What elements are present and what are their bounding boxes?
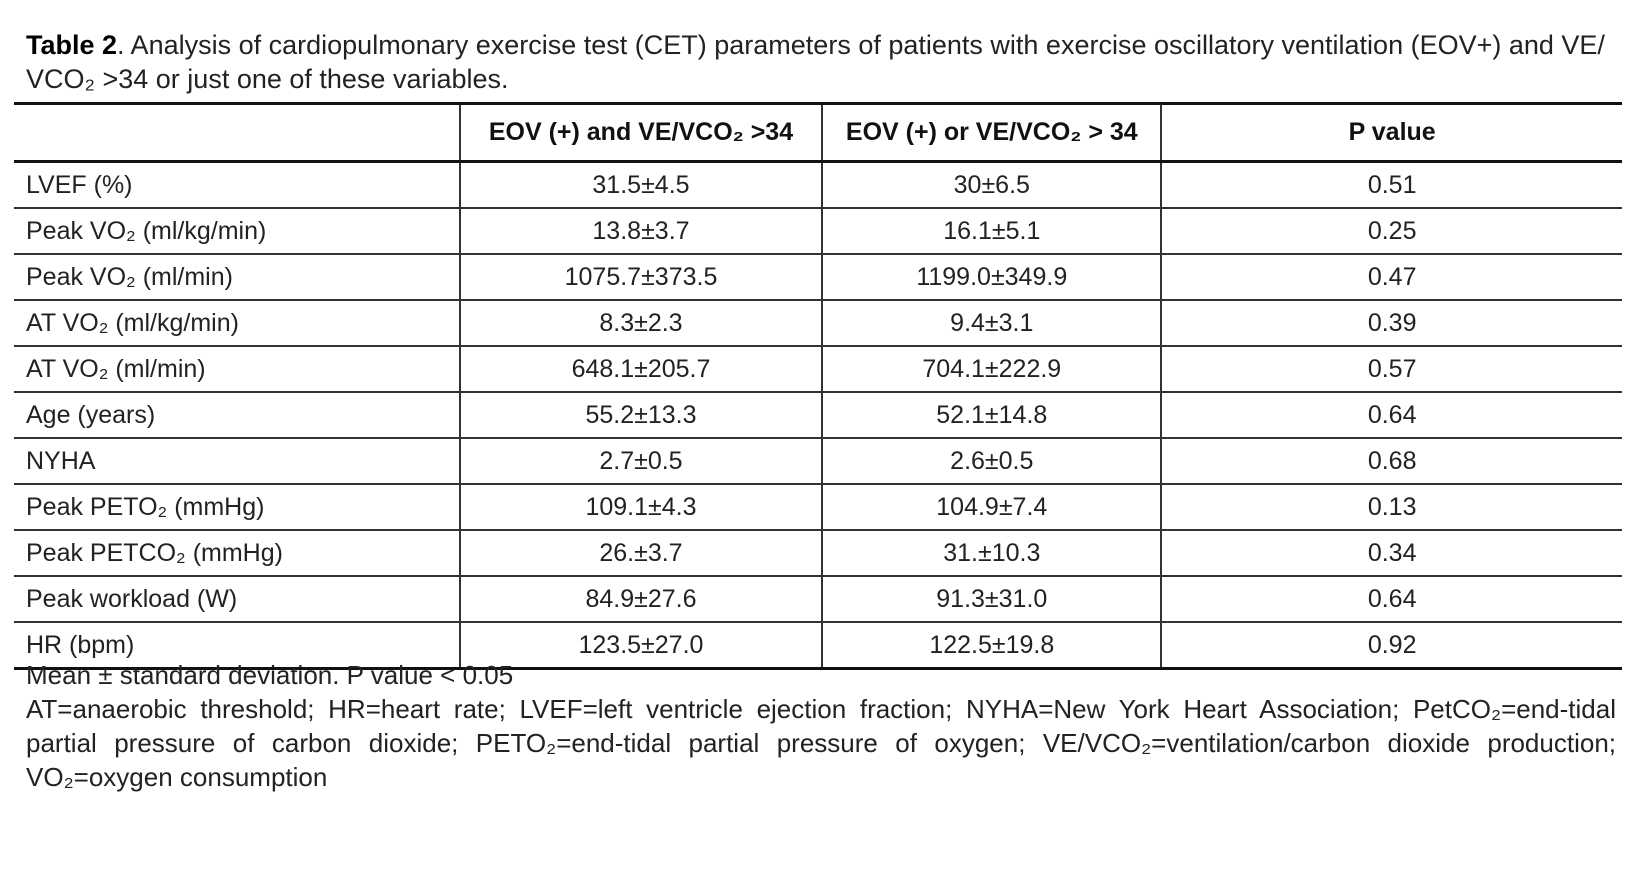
value-either: 30±6.5 (821, 161, 1162, 209)
row-label: Peak VO₂ (ml/kg/min) (14, 208, 460, 255)
p-value: 0.25 (1160, 208, 1622, 255)
value-both: 109.1±4.3 (458, 484, 823, 531)
cet-parameters-table: EOV (+) and VE/VCO₂ >34 EOV (+) or VE/VC… (14, 102, 1622, 670)
table-row: AT VO₂ (ml/min) 648.1±205.7 704.1±222.9 … (14, 346, 1622, 393)
value-both: 55.2±13.3 (458, 392, 823, 439)
row-label: LVEF (%) (14, 161, 460, 209)
row-label: Peak workload (W) (14, 576, 460, 623)
table-caption-label: Table 2 (26, 30, 118, 60)
row-label: AT VO₂ (ml/kg/min) (14, 300, 460, 347)
header-p-value: P value (1160, 103, 1622, 162)
value-both: 2.7±0.5 (458, 438, 823, 485)
value-either: 16.1±5.1 (821, 208, 1162, 255)
value-both: 123.5±27.0 (458, 622, 823, 670)
table-row: AT VO₂ (ml/kg/min) 8.3±2.3 9.4±3.1 0.39 (14, 300, 1622, 347)
row-label: AT VO₂ (ml/min) (14, 346, 460, 393)
value-either: 104.9±7.4 (821, 484, 1162, 531)
footnote-statistics: Mean ± standard deviation. P value < 0.0… (26, 660, 514, 690)
value-either: 122.5±19.8 (821, 622, 1162, 670)
row-label: Peak PETCO₂ (mmHg) (14, 530, 460, 577)
value-both: 13.8±3.7 (458, 208, 823, 255)
value-either: 1199.0±349.9 (821, 254, 1162, 301)
p-value: 0.92 (1160, 622, 1622, 670)
p-value: 0.57 (1160, 346, 1622, 393)
value-either: 91.3±31.0 (821, 576, 1162, 623)
table-header-row: EOV (+) and VE/VCO₂ >34 EOV (+) or VE/VC… (14, 103, 1622, 162)
value-both: 8.3±2.3 (458, 300, 823, 347)
row-label: Peak VO₂ (ml/min) (14, 254, 460, 301)
table-footnotes: Mean ± standard deviation. P value < 0.0… (26, 658, 1616, 794)
p-value: 0.13 (1160, 484, 1622, 531)
table-row: Age (years) 55.2±13.3 52.1±14.8 0.64 (14, 392, 1622, 439)
p-value: 0.68 (1160, 438, 1622, 485)
value-either: 2.6±0.5 (821, 438, 1162, 485)
table-row: HR (bpm) 123.5±27.0 122.5±19.8 0.92 (14, 622, 1622, 670)
p-value: 0.64 (1160, 392, 1622, 439)
table-row: Peak PETCO₂ (mmHg) 26.±3.7 31.±10.3 0.34 (14, 530, 1622, 577)
table-row: Peak VO₂ (ml/kg/min) 13.8±3.7 16.1±5.1 0… (14, 208, 1622, 255)
p-value: 0.47 (1160, 254, 1622, 301)
p-value: 0.64 (1160, 576, 1622, 623)
table-row: LVEF (%) 31.5±4.5 30±6.5 0.51 (14, 161, 1622, 209)
p-value: 0.34 (1160, 530, 1622, 577)
row-label: HR (bpm) (14, 622, 460, 670)
row-label: Age (years) (14, 392, 460, 439)
row-label: NYHA (14, 438, 460, 485)
header-eov-or-ve-vco2: EOV (+) or VE/VCO₂ > 34 (821, 103, 1162, 162)
value-both: 84.9±27.6 (458, 576, 823, 623)
value-both: 31.5±4.5 (458, 161, 823, 209)
row-label: Peak PETO₂ (mmHg) (14, 484, 460, 531)
table-row: Peak VO₂ (ml/min) 1075.7±373.5 1199.0±34… (14, 254, 1622, 301)
value-both: 26.±3.7 (458, 530, 823, 577)
value-either: 9.4±3.1 (821, 300, 1162, 347)
p-value: 0.39 (1160, 300, 1622, 347)
p-value: 0.51 (1160, 161, 1622, 209)
table-caption-text: . Analysis of cardiopulmonary exercise t… (26, 30, 1605, 94)
table-caption: Table 2. Analysis of cardiopulmonary exe… (26, 28, 1616, 96)
value-both: 1075.7±373.5 (458, 254, 823, 301)
table-row: Peak workload (W) 84.9±27.6 91.3±31.0 0.… (14, 576, 1622, 623)
footnote-abbreviations: AT=anaerobic threshold; HR=heart rate; L… (26, 694, 1616, 792)
value-both: 648.1±205.7 (458, 346, 823, 393)
table-row: NYHA 2.7±0.5 2.6±0.5 0.68 (14, 438, 1622, 485)
header-eov-and-ve-vco2: EOV (+) and VE/VCO₂ >34 (458, 103, 823, 162)
table-row: Peak PETO₂ (mmHg) 109.1±4.3 104.9±7.4 0.… (14, 484, 1622, 531)
value-either: 31.±10.3 (821, 530, 1162, 577)
header-parameter (14, 104, 460, 162)
value-either: 704.1±222.9 (821, 346, 1162, 393)
value-either: 52.1±14.8 (821, 392, 1162, 439)
